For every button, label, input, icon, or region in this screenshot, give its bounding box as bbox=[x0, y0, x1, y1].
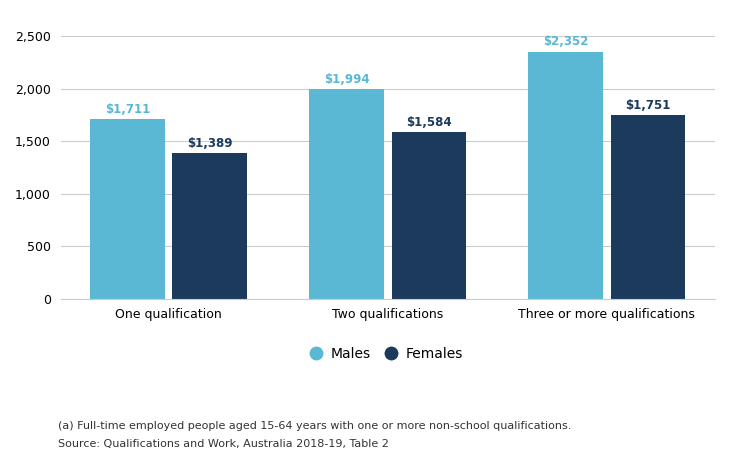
Text: $1,751: $1,751 bbox=[625, 99, 671, 112]
Bar bbox=[310, 89, 384, 299]
Bar bbox=[391, 132, 466, 299]
Text: $2,352: $2,352 bbox=[543, 35, 588, 49]
Bar bbox=[610, 115, 685, 299]
Text: $1,389: $1,389 bbox=[187, 137, 233, 149]
Bar bbox=[172, 153, 247, 299]
Legend: Males, Females: Males, Females bbox=[306, 340, 470, 368]
Text: $1,994: $1,994 bbox=[324, 73, 369, 86]
Text: $1,711: $1,711 bbox=[105, 103, 150, 116]
Bar bbox=[91, 119, 165, 299]
Bar bbox=[529, 52, 603, 299]
Text: $1,584: $1,584 bbox=[406, 116, 452, 129]
Text: Source: Qualifications and Work, Australia 2018-19, Table 2: Source: Qualifications and Work, Austral… bbox=[58, 439, 389, 449]
Text: (a) Full-time employed people aged 15-64 years with one or more non-school quali: (a) Full-time employed people aged 15-64… bbox=[58, 421, 572, 431]
